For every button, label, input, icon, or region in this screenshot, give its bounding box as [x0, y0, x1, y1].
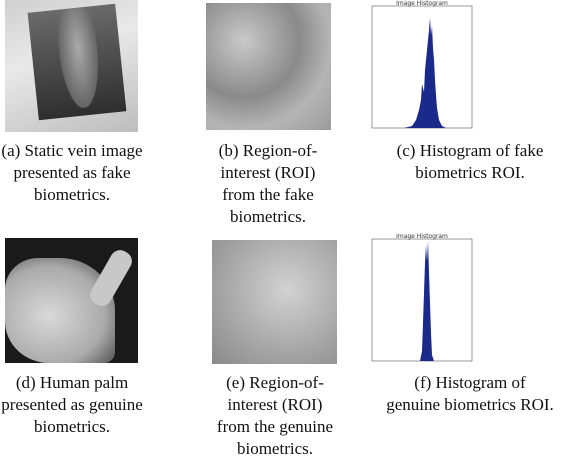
caption-line: (e) Region-of-: [175, 372, 375, 394]
caption-line: biometrics.: [175, 438, 375, 460]
caption-line: (d) Human palm: [0, 372, 172, 394]
plot-frame: [372, 239, 472, 361]
palm-photo: [5, 238, 138, 363]
caption-line: interest (ROI): [168, 162, 368, 184]
caption-line: (a) Static vein image: [0, 140, 172, 162]
caption: (b) Region-of-interest (ROI)from the fak…: [168, 140, 368, 228]
caption-line: interest (ROI): [175, 394, 375, 416]
histogram-fake: Image Histogram: [364, 0, 476, 135]
caption-line: from the fake: [168, 184, 368, 206]
histogram-genuine: Image Histogram: [364, 233, 476, 368]
figure: Image Histogram Image Histogram (a) Stat…: [0, 0, 565, 461]
fake-vein-photo: [5, 0, 138, 132]
caption-line: presented as fake: [0, 162, 172, 184]
caption-line: genuine biometrics ROI.: [370, 394, 565, 416]
caption-line: biometrics ROI.: [370, 162, 565, 184]
caption-line: from the genuine: [175, 416, 375, 438]
caption-line: biometrics.: [168, 206, 368, 228]
caption-line: biometrics.: [0, 184, 172, 206]
genuine-roi: [212, 240, 337, 364]
fake-roi: [206, 3, 331, 130]
caption-line: (b) Region-of-: [168, 140, 368, 162]
caption: (e) Region-of-interest (ROI)from the gen…: [175, 372, 375, 460]
histogram-title: Image Histogram: [396, 233, 448, 240]
histogram-title: Image Histogram: [396, 0, 448, 7]
caption-line: (c) Histogram of fake: [370, 140, 565, 162]
caption-line: presented as genuine: [0, 394, 172, 416]
caption-line: (f) Histogram of: [370, 372, 565, 394]
caption-line: biometrics.: [0, 416, 172, 438]
